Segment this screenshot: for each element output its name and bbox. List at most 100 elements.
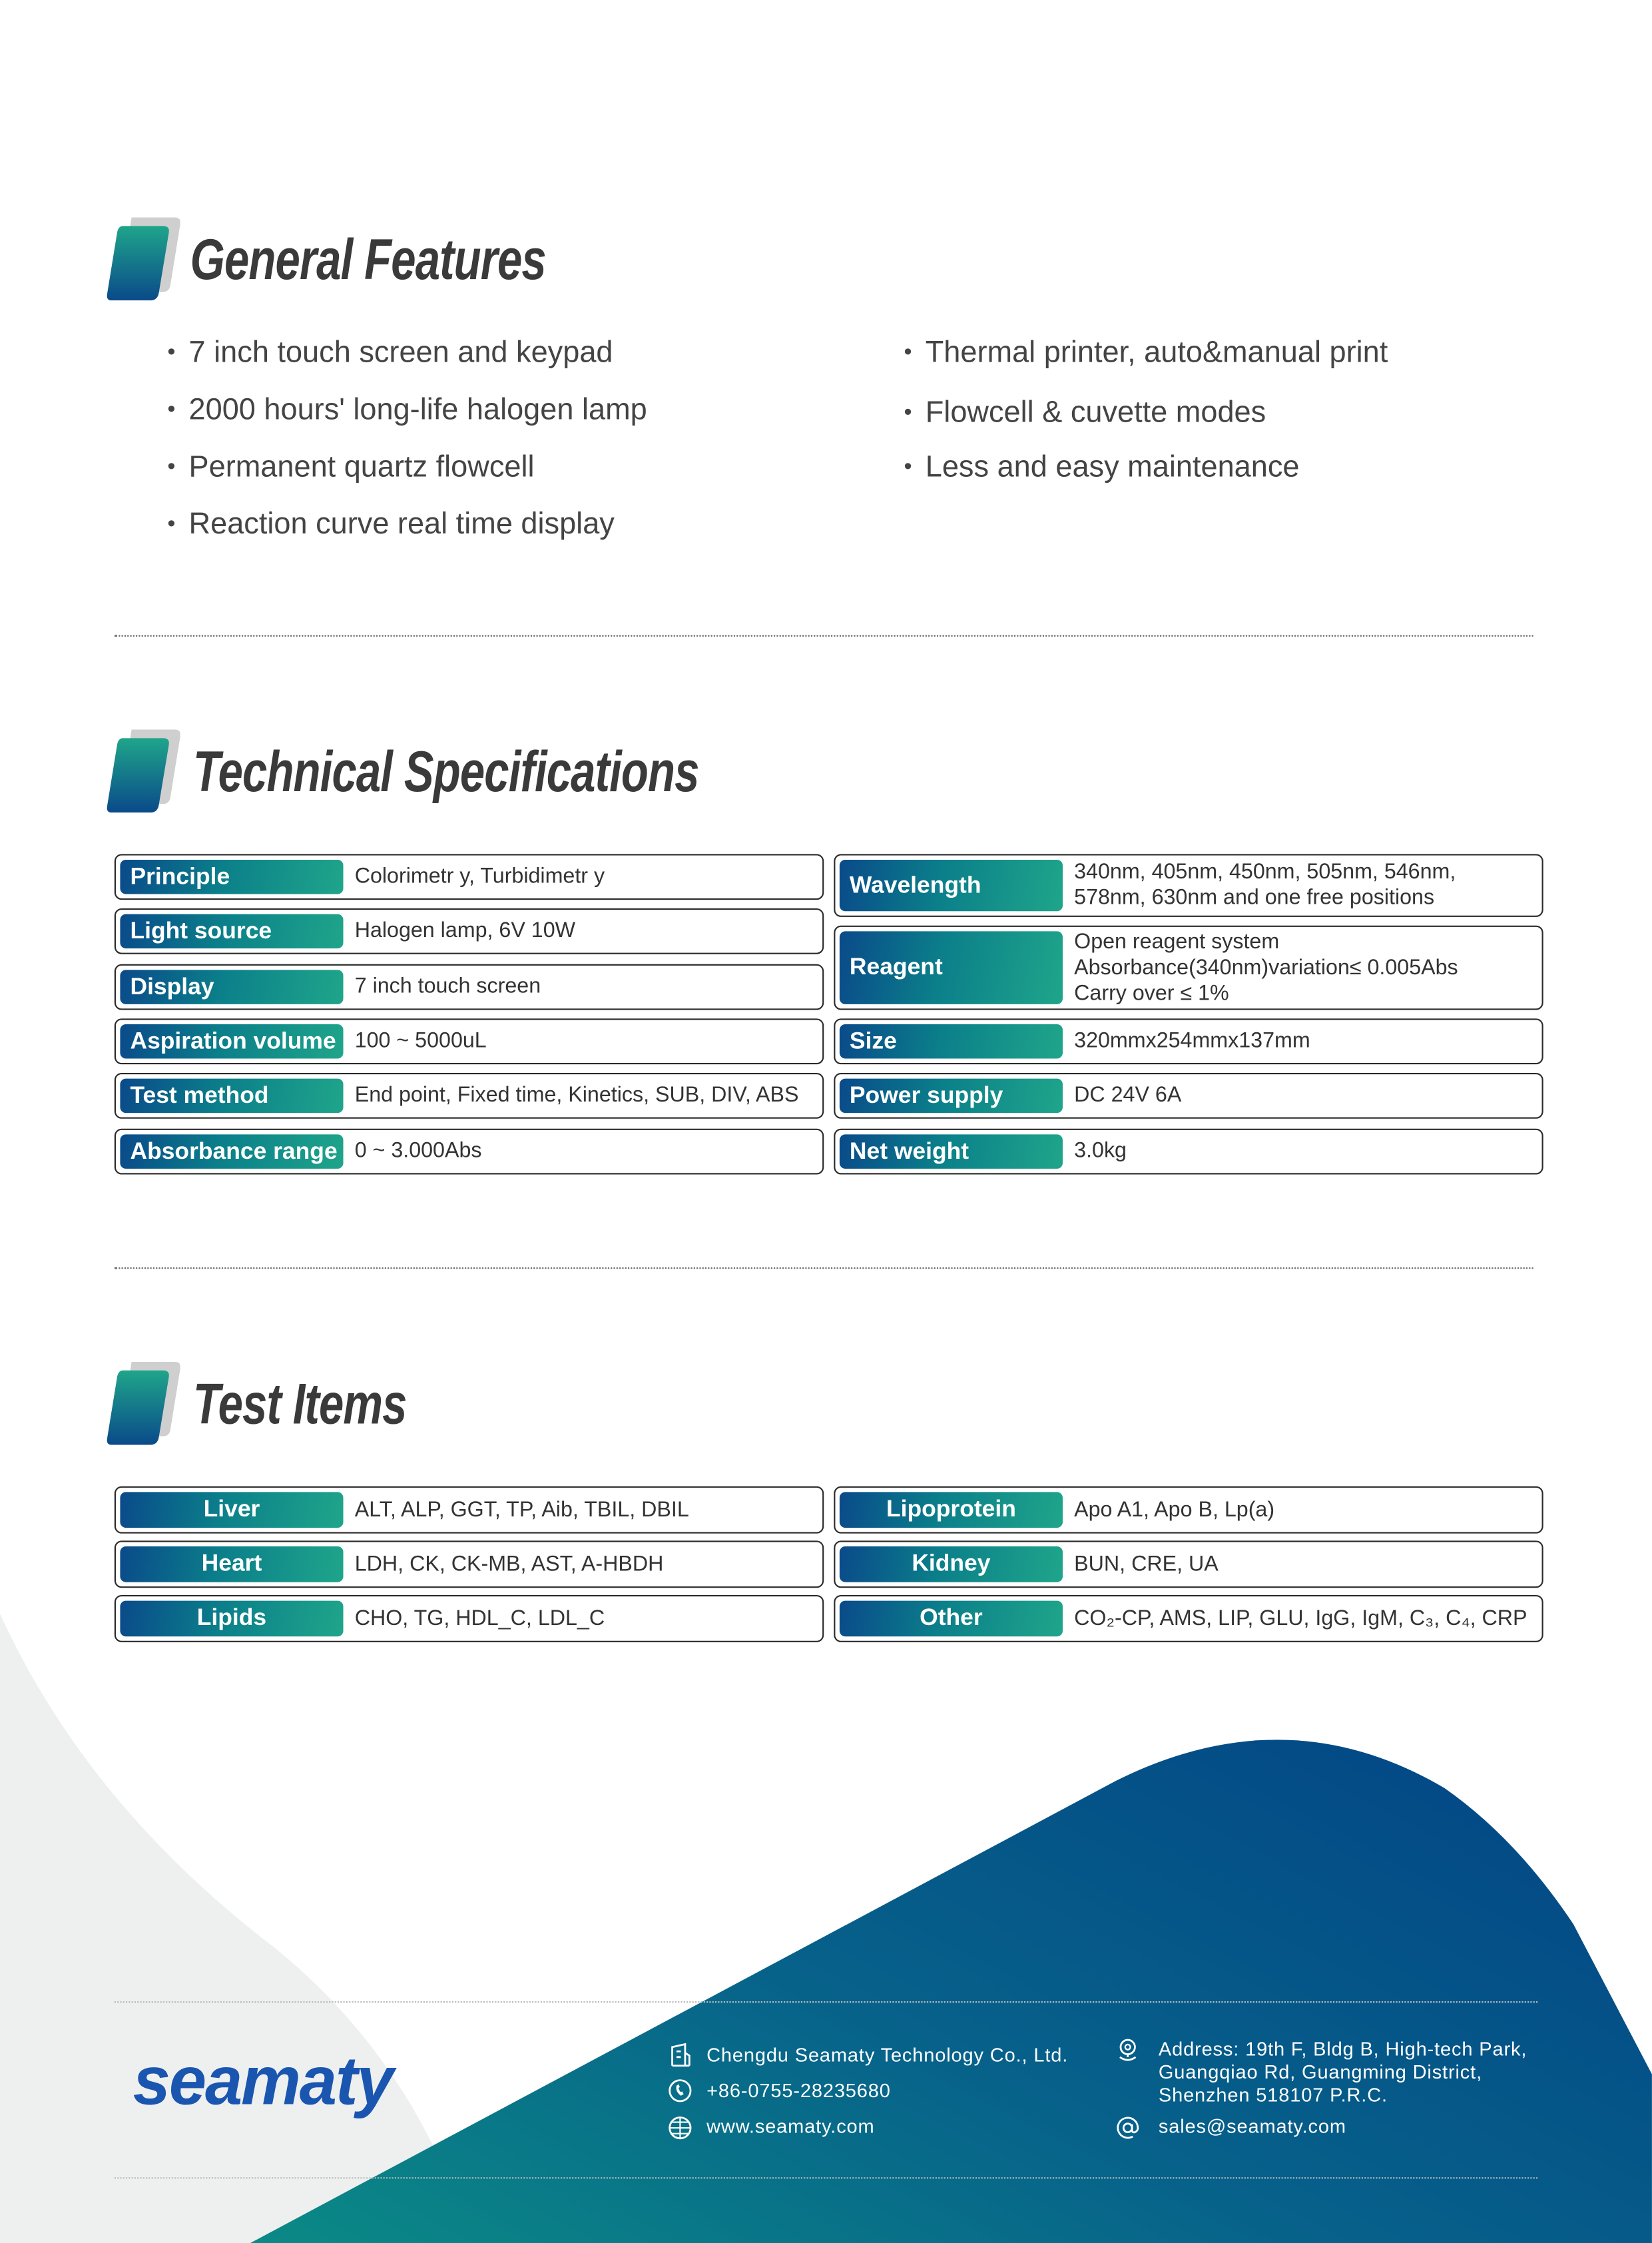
section-title: Test Items	[192, 1373, 407, 1437]
spec-row: Aspiration volume 100 ~ 5000uL	[114, 1018, 824, 1065]
value-line: End point, Fixed time, Kinetics, SUB, DI…	[354, 1083, 799, 1108]
blue-wave-shape	[250, 1740, 1652, 2243]
globe-icon	[669, 2116, 692, 2140]
row-label: Power supply	[839, 1078, 1063, 1114]
website-link[interactable]: www.seamaty.com	[706, 2115, 875, 2138]
spec-row: Wavelength 340nm, 405nm, 450nm, 505nm, 54…	[834, 854, 1543, 917]
spec-row: Principle Colorimetr y, Turbidimetr y	[114, 854, 824, 900]
section-heading-icon	[107, 1361, 180, 1445]
seamaty-logo: seamaty	[133, 2044, 394, 2120]
row-label: Net weight	[839, 1134, 1063, 1169]
section-title: General Features	[190, 228, 547, 292]
value-line: Carry over ≤ 1%	[1074, 980, 1229, 1005]
value-line: Absorbance(340nm)variation≤ 0.005Abs	[1074, 954, 1458, 980]
row-label: Principle	[120, 859, 344, 894]
feature-item: • Thermal printer, auto&manual print	[904, 336, 1388, 370]
value-line: Halogen lamp, 6V 10W	[354, 918, 576, 943]
row-label: Heart	[120, 1546, 344, 1582]
value-line: 340nm, 405nm, 450nm, 505nm, 546nm,	[1074, 859, 1456, 884]
row-label: Lipids	[120, 1600, 344, 1637]
row-label: Reagent	[839, 931, 1063, 1004]
row-label: Kidney	[839, 1546, 1063, 1582]
row-label: Wavelength	[839, 859, 1063, 912]
phone-number[interactable]: +86-0755-28235680	[706, 2080, 891, 2102]
row-label: Lipoprotein	[839, 1492, 1063, 1528]
spec-row: Display 7 inch touch screen	[114, 964, 824, 1010]
row-value: 7 inch touch screen	[355, 966, 817, 1008]
feature-item: • Less and easy maintenance	[904, 450, 1300, 484]
spec-row: Reagent Open reagent system Absorbance(340…	[834, 925, 1543, 1010]
spec-row: Power supply DC 24V 6A	[834, 1073, 1543, 1119]
row-value: 320mmx254mmx137mm	[1074, 1020, 1536, 1063]
footer-divider-top	[114, 2001, 1538, 2003]
value-line: 0 ~ 3.000Abs	[354, 1138, 482, 1163]
test-item-row: Lipoprotein Apo A1, Apo B, Lp(a)	[834, 1486, 1543, 1534]
test-item-row: Other CO₂-CP, AMS, LIP, GLU, IgG, IgM, C₃…	[834, 1595, 1543, 1642]
email-link[interactable]: sales@seamaty.com	[1158, 2115, 1346, 2138]
row-value: End point, Fixed time, Kinetics, SUB, DI…	[355, 1074, 817, 1117]
location-pin-icon	[1119, 2039, 1137, 2061]
spec-row: Net weight 3.0kg	[834, 1128, 1543, 1175]
company-name: Chengdu Seamaty Technology Co., Ltd.	[706, 2044, 1069, 2066]
row-label: Aspiration volume	[120, 1024, 344, 1059]
section-title: Technical Specifications	[192, 741, 699, 804]
row-value: DC 24V 6A	[1074, 1074, 1536, 1117]
row-value: Apo A1, Apo B, Lp(a)	[1074, 1488, 1536, 1532]
test-item-row: Liver ALT, ALP, GGT, TP, Aib, TBIL, DBIL	[114, 1486, 824, 1534]
row-value: Colorimetr y, Turbidimetr y	[355, 856, 817, 898]
row-value: Halogen lamp, 6V 10W	[355, 910, 817, 952]
spec-row: Test method End point, Fixed time, Kineti…	[114, 1073, 824, 1119]
row-label: Liver	[120, 1492, 344, 1528]
section-heading-icon	[107, 217, 180, 301]
phone-icon	[669, 2079, 692, 2102]
value-line: 7 inch touch screen	[354, 974, 541, 999]
value-line: LDH, CK, CK-MB, AST, A-HBDH	[354, 1551, 664, 1576]
row-label: Absorbance range	[120, 1134, 344, 1169]
row-value: CHO, TG, HDL_C, LDL_C	[355, 1596, 817, 1641]
spec-row: Light source Halogen lamp, 6V 10W	[114, 908, 824, 954]
value-line: 3.0kg	[1074, 1138, 1127, 1163]
value-line: BUN, CRE, UA	[1074, 1551, 1219, 1576]
feature-item: • Flowcell & cuvette modes	[904, 396, 1266, 430]
grey-curve-shape	[0, 1613, 472, 2243]
value-line: CHO, TG, HDL_C, LDL_C	[354, 1606, 605, 1630]
address: Address: 19th F, Bldg B, High-tech Park,…	[1159, 2039, 1527, 2107]
address-line: Guangqiao Rd, Guangming District,	[1158, 2061, 1482, 2083]
row-label: Display	[120, 970, 344, 1004]
address-line: Shenzhen 518107 P.R.C.	[1158, 2084, 1388, 2106]
row-label: Light source	[120, 914, 344, 949]
spec-row: Absorbance range 0 ~ 3.000Abs	[114, 1128, 824, 1175]
value-line: ALT, ALP, GGT, TP, Aib, TBIL, DBIL	[354, 1496, 689, 1522]
building-icon	[671, 2043, 690, 2067]
row-value: 3.0kg	[1074, 1130, 1536, 1173]
value-line: Apo A1, Apo B, Lp(a)	[1074, 1496, 1275, 1522]
value-line: 578nm, 630nm and one free positions	[1074, 885, 1435, 910]
row-value: Open reagent system Absorbance(340nm)vari…	[1074, 927, 1536, 1008]
spec-row: Size 320mmx254mmx137mm	[834, 1018, 1543, 1065]
row-value: BUN, CRE, UA	[1074, 1542, 1536, 1587]
row-value: CO₂-CP, AMS, LIP, GLU, IgG, IgM, C₃, C₄,…	[1074, 1596, 1536, 1641]
footer-divider-bottom	[114, 2177, 1538, 2179]
divider	[114, 1267, 1533, 1269]
row-label: Test method	[120, 1078, 344, 1114]
value-line: 100 ~ 5000uL	[354, 1028, 487, 1053]
divider	[114, 635, 1533, 637]
value-line: Open reagent system	[1074, 929, 1280, 954]
feature-item: • 2000 hours' long-life halogen lamp	[167, 393, 647, 427]
row-value: LDH, CK, CK-MB, AST, A-HBDH	[355, 1542, 817, 1587]
row-label: Size	[839, 1024, 1063, 1059]
value-line: 320mmx254mmx137mm	[1074, 1028, 1310, 1053]
row-value: ALT, ALP, GGT, TP, Aib, TBIL, DBIL	[355, 1488, 817, 1532]
test-item-row: Lipids CHO, TG, HDL_C, LDL_C	[114, 1595, 824, 1642]
at-sign-icon	[1117, 2116, 1139, 2139]
test-item-row: Heart LDH, CK, CK-MB, AST, A-HBDH	[114, 1540, 824, 1588]
value-line: DC 24V 6A	[1074, 1083, 1182, 1108]
value-line: Colorimetr y, Turbidimetr y	[354, 864, 605, 888]
value-line: CO₂-CP, AMS, LIP, GLU, IgG, IgM, C₃, C₄,…	[1074, 1606, 1527, 1630]
row-value: 340nm, 405nm, 450nm, 505nm, 546nm, 578nm,…	[1074, 856, 1536, 916]
section-heading-icon	[107, 729, 180, 813]
row-value: 0 ~ 3.000Abs	[355, 1130, 817, 1173]
test-item-row: Kidney BUN, CRE, UA	[834, 1540, 1543, 1588]
